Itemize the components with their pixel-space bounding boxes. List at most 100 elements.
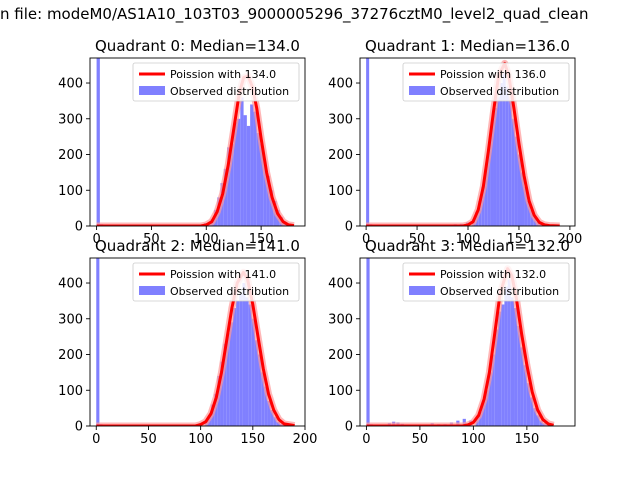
y-tick-label: 400: [58, 77, 83, 92]
hist-bar: [524, 186, 528, 226]
x-tick-label: 100: [461, 432, 486, 447]
hist-bar: [481, 400, 486, 426]
x-tick-label: 0: [92, 232, 100, 247]
y-tick-label: 0: [345, 220, 353, 235]
hist-bar: [246, 125, 251, 226]
legend-hist-swatch: [409, 286, 435, 295]
legend: Poission with 134.0 Observed distribution: [132, 62, 300, 102]
y-tick-label: 400: [328, 277, 353, 292]
legend: Poission with 136.0 Observed distribution: [402, 62, 570, 102]
hist-bar: [514, 308, 518, 426]
hist-bar: [227, 147, 231, 226]
x-tick-label: 50: [409, 232, 426, 247]
hist-bar: [248, 304, 252, 426]
plot-area: [366, 258, 555, 426]
x-tick-label: 150: [240, 432, 265, 447]
axes-frame: [359, 257, 576, 427]
hist-bar: [507, 279, 511, 426]
legend-entry-poisson: Poission with 136.0: [440, 68, 546, 81]
subplot-quadrant-2: 0 50 100 150 200 0 100 200 300 400 Quadrant 2: Med…: [58, 237, 317, 447]
hist-bar: [273, 417, 277, 426]
x-tick-label: 100: [194, 232, 219, 247]
hist-bar: [539, 420, 543, 426]
x-tick-label: 50: [140, 432, 157, 447]
subplot-title: Quadrant 0: Median=134.0: [95, 37, 300, 55]
hist-bar: [220, 361, 224, 426]
hist-bar: [96, 58, 100, 226]
figure-suptitle: n file: modeM0/AS1A10_103T03_9000005296_…: [0, 5, 589, 23]
hist-bar: [223, 343, 227, 426]
hist-bar: [256, 133, 261, 226]
hist-bar: [366, 258, 370, 426]
subplot-quadrant-1: 0 50 100 150 200 0 100 200 300 400 Quadrant 1: Med…: [328, 37, 582, 247]
y-tick-label: 0: [75, 420, 83, 435]
y-tick-label: 300: [328, 312, 353, 327]
hist-bar: [245, 297, 249, 426]
hist-bar: [494, 329, 498, 426]
hist-bar: [499, 83, 503, 226]
hist-bar: [258, 354, 262, 426]
y-tick-label: 200: [328, 348, 353, 363]
hist-bar: [496, 97, 500, 226]
hist-bar: [233, 122, 237, 226]
hist-bar: [229, 322, 233, 426]
hist-bar: [530, 209, 534, 226]
y-tick-label: 200: [328, 148, 353, 163]
y-tick-label: 400: [58, 277, 83, 292]
x-tick-label: 0: [362, 432, 370, 447]
hist-bar: [501, 304, 505, 426]
axes-frame: [89, 257, 306, 427]
hist-bar: [517, 154, 521, 226]
legend-box: [402, 262, 570, 302]
y-tick-label: 0: [345, 420, 353, 435]
hist-bar: [276, 421, 280, 426]
hist-bar: [226, 333, 230, 426]
hist-bar: [505, 86, 509, 226]
hist-bar: [270, 409, 274, 426]
y-tick-label: 200: [58, 148, 83, 163]
legend: Poission with 141.0 Observed distribution: [132, 262, 300, 302]
hist-bar: [251, 318, 255, 426]
x-tick-label: 200: [293, 432, 318, 447]
hist-bar: [366, 58, 370, 226]
hist-bar: [250, 104, 254, 226]
hist-bar: [510, 297, 515, 426]
hist-bar: [96, 258, 100, 426]
hist-bar: [266, 175, 270, 226]
hist-bar: [533, 408, 537, 426]
plot-area: [366, 58, 560, 226]
subplot-quadrant-3: 0 50 100 150 0 100 200 300 400 Quadrant 3: Median…: [328, 237, 576, 447]
x-tick-label: 0: [362, 232, 370, 247]
hist-bar: [254, 340, 259, 426]
y-tick-label: 300: [328, 112, 353, 127]
hist-bar: [523, 365, 527, 426]
hist-bar: [490, 122, 494, 226]
hist-bar: [240, 97, 244, 226]
x-tick-label: 100: [456, 232, 481, 247]
legend-entry-observed: Observed distribution: [170, 285, 289, 298]
legend-hist-swatch: [139, 86, 165, 95]
hist-bar: [239, 293, 243, 426]
y-tick-label: 400: [328, 77, 353, 92]
y-tick-label: 300: [58, 112, 83, 127]
hist-bar: [527, 200, 531, 226]
hist-bar: [217, 375, 221, 426]
y-tick-label: 100: [328, 384, 353, 399]
x-tick-label: 200: [557, 232, 582, 247]
hist-bar: [511, 118, 515, 226]
hist-bar: [504, 286, 508, 426]
hist-bar: [488, 372, 492, 426]
hist-bar: [253, 111, 257, 226]
x-tick-label: 50: [143, 232, 160, 247]
hist-bar: [236, 300, 240, 426]
hist-bar: [491, 354, 495, 426]
legend-entry-observed: Observed distribution: [170, 85, 289, 98]
hist-bar: [508, 97, 512, 226]
hist-bar: [269, 190, 274, 226]
hist-bar: [263, 161, 267, 226]
legend-box: [132, 262, 300, 302]
hist-bar: [536, 415, 540, 426]
subplot-title: Quadrant 1: Median=136.0: [365, 37, 570, 55]
hist-bar: [520, 347, 524, 426]
